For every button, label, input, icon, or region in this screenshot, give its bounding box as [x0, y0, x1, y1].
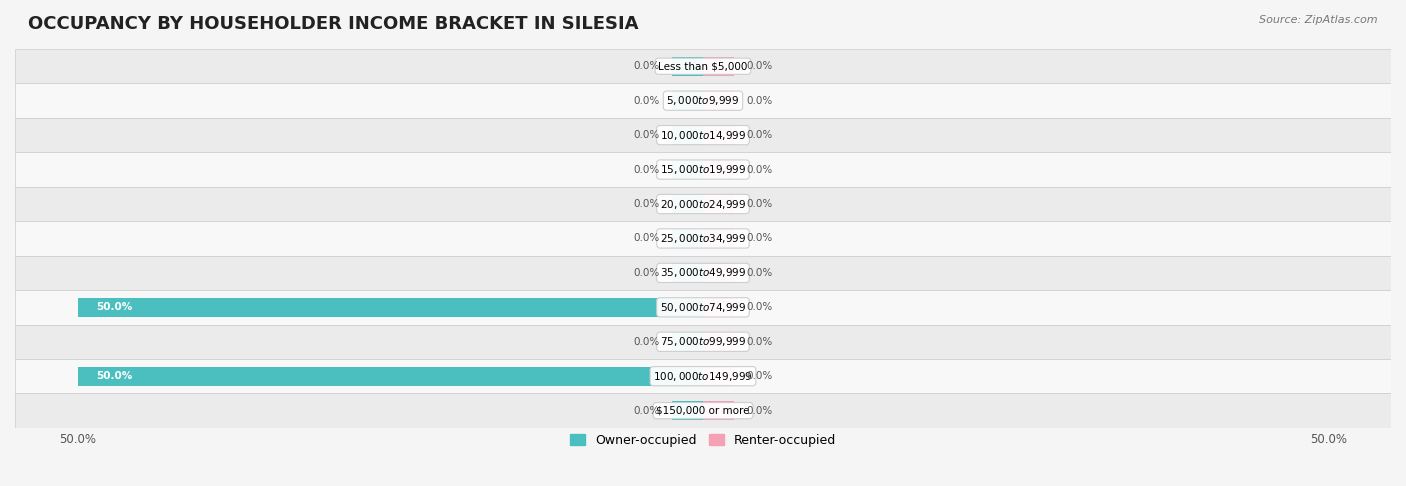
Text: 0.0%: 0.0% — [747, 268, 773, 278]
Text: $10,000 to $14,999: $10,000 to $14,999 — [659, 129, 747, 141]
Text: $50,000 to $74,999: $50,000 to $74,999 — [659, 301, 747, 314]
Bar — [703, 160, 734, 179]
Bar — [672, 160, 703, 179]
Bar — [77, 367, 703, 386]
Text: Less than $5,000: Less than $5,000 — [658, 61, 748, 71]
Bar — [15, 152, 1391, 187]
Text: 0.0%: 0.0% — [633, 233, 659, 243]
Bar — [672, 126, 703, 145]
Bar — [672, 332, 703, 351]
Text: 0.0%: 0.0% — [747, 61, 773, 71]
Text: 0.0%: 0.0% — [747, 199, 773, 209]
Bar — [703, 263, 734, 282]
Text: 0.0%: 0.0% — [633, 337, 659, 347]
Bar — [703, 57, 734, 76]
Text: 0.0%: 0.0% — [747, 233, 773, 243]
Bar — [703, 298, 734, 317]
Text: $35,000 to $49,999: $35,000 to $49,999 — [659, 266, 747, 279]
Text: $15,000 to $19,999: $15,000 to $19,999 — [659, 163, 747, 176]
Bar — [703, 194, 734, 213]
Text: 0.0%: 0.0% — [747, 302, 773, 312]
Bar — [703, 91, 734, 110]
Text: 50.0%: 50.0% — [96, 371, 132, 381]
Text: 50.0%: 50.0% — [96, 302, 132, 312]
Text: 0.0%: 0.0% — [747, 406, 773, 416]
Text: $75,000 to $99,999: $75,000 to $99,999 — [659, 335, 747, 348]
Text: 0.0%: 0.0% — [747, 96, 773, 105]
Text: 0.0%: 0.0% — [633, 165, 659, 174]
Legend: Owner-occupied, Renter-occupied: Owner-occupied, Renter-occupied — [565, 429, 841, 452]
Bar — [672, 194, 703, 213]
Bar — [672, 263, 703, 282]
Text: Source: ZipAtlas.com: Source: ZipAtlas.com — [1260, 15, 1378, 25]
Bar — [15, 256, 1391, 290]
Bar — [703, 401, 734, 420]
Bar — [703, 332, 734, 351]
Bar — [672, 91, 703, 110]
Text: 0.0%: 0.0% — [633, 96, 659, 105]
Bar — [77, 298, 703, 317]
Text: 0.0%: 0.0% — [747, 337, 773, 347]
Bar — [703, 229, 734, 248]
Bar — [15, 394, 1391, 428]
Text: $20,000 to $24,999: $20,000 to $24,999 — [659, 197, 747, 210]
Bar — [15, 118, 1391, 152]
Text: $5,000 to $9,999: $5,000 to $9,999 — [666, 94, 740, 107]
Text: OCCUPANCY BY HOUSEHOLDER INCOME BRACKET IN SILESIA: OCCUPANCY BY HOUSEHOLDER INCOME BRACKET … — [28, 15, 638, 33]
Bar — [703, 126, 734, 145]
Bar — [15, 49, 1391, 84]
Bar — [15, 290, 1391, 325]
Text: 0.0%: 0.0% — [747, 165, 773, 174]
Bar — [672, 401, 703, 420]
Bar — [672, 57, 703, 76]
Bar — [15, 187, 1391, 221]
Text: 0.0%: 0.0% — [633, 268, 659, 278]
Bar — [703, 367, 734, 386]
Text: 0.0%: 0.0% — [633, 130, 659, 140]
Bar — [15, 84, 1391, 118]
Text: $150,000 or more: $150,000 or more — [657, 406, 749, 416]
Text: $100,000 to $149,999: $100,000 to $149,999 — [654, 370, 752, 382]
Bar — [15, 221, 1391, 256]
Text: $25,000 to $34,999: $25,000 to $34,999 — [659, 232, 747, 245]
Text: 0.0%: 0.0% — [633, 61, 659, 71]
Bar — [15, 325, 1391, 359]
Text: 0.0%: 0.0% — [747, 371, 773, 381]
Bar — [672, 229, 703, 248]
Bar — [15, 359, 1391, 394]
Text: 0.0%: 0.0% — [633, 406, 659, 416]
Text: 0.0%: 0.0% — [747, 130, 773, 140]
Text: 0.0%: 0.0% — [633, 199, 659, 209]
